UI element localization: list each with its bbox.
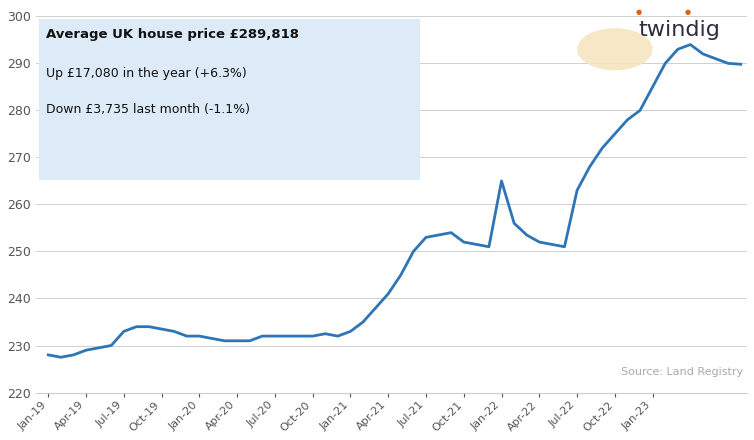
Text: Average UK house price £289,818: Average UK house price £289,818 bbox=[46, 28, 299, 41]
Text: ●: ● bbox=[636, 9, 642, 15]
Text: ●: ● bbox=[685, 9, 691, 15]
Text: Source: Land Registry: Source: Land Registry bbox=[621, 367, 743, 377]
Text: twindig: twindig bbox=[638, 20, 720, 40]
FancyBboxPatch shape bbox=[39, 18, 420, 180]
Text: Up £17,080 in the year (+6.3%): Up £17,080 in the year (+6.3%) bbox=[46, 67, 247, 80]
Ellipse shape bbox=[577, 28, 653, 70]
Text: Down £3,735 last month (-1.1%): Down £3,735 last month (-1.1%) bbox=[46, 103, 250, 116]
